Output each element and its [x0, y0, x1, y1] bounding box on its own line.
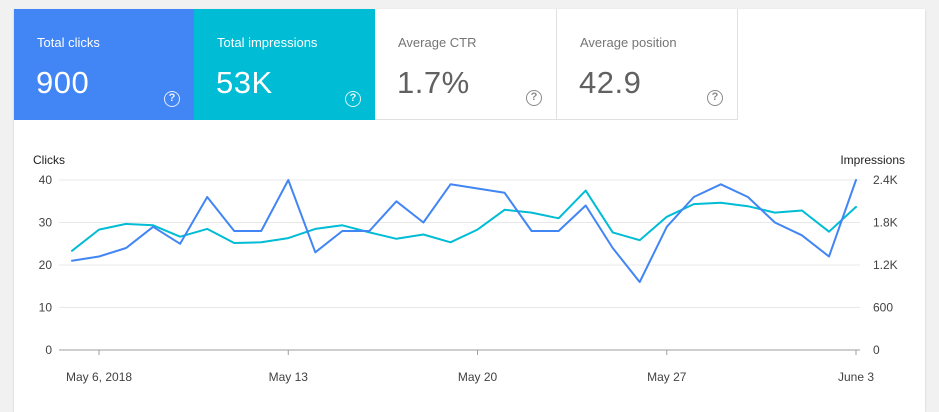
metric-label: Total clicks	[37, 35, 100, 50]
performance-card: Total clicks 900 ? Total impressions 53K…	[14, 9, 925, 412]
x-tick-label: May 6, 2018	[66, 370, 132, 384]
help-icon[interactable]: ?	[526, 90, 542, 106]
metric-total-clicks[interactable]: Total clicks 900 ?	[14, 9, 194, 120]
help-icon[interactable]: ?	[707, 90, 723, 106]
metric-label: Average position	[580, 35, 677, 50]
performance-chart: Clicks Impressions 0 0 10 600 20 1.2K 30 1.8K 40…	[14, 9, 925, 412]
y-right-title: Impressions	[840, 153, 905, 167]
x-tick-label: May 27	[647, 370, 687, 384]
metric-value: 42.9	[579, 65, 642, 100]
y-left-tick-label: 40	[39, 173, 53, 187]
y-right-tick-label: 600	[873, 301, 893, 315]
y-left-title: Clicks	[33, 153, 65, 167]
metric-label: Average CTR	[398, 35, 477, 50]
y-right-tick-label: 2.4K	[873, 173, 898, 187]
x-tick-label: June 3	[838, 370, 874, 384]
metric-average-ctr[interactable]: Average CTR 1.7% ?	[375, 9, 557, 120]
help-icon[interactable]: ?	[164, 91, 180, 107]
metric-value: 900	[36, 65, 90, 100]
chart-svg: Clicks Impressions 0 0 10 600 20 1.2K 30 1.8K 40…	[33, 153, 905, 384]
y-right-tick-label: 0	[873, 343, 880, 357]
metric-average-position[interactable]: Average position 42.9 ?	[557, 9, 738, 120]
y-left-tick-label: 20	[39, 258, 53, 272]
metric-label: Total impressions	[217, 35, 318, 50]
y-left-tick-label: 10	[39, 301, 53, 315]
x-tick-label: May 20	[458, 370, 498, 384]
y-right-tick-label: 1.2K	[873, 258, 898, 272]
help-icon[interactable]: ?	[345, 91, 361, 107]
metric-tabs: Total clicks 900 ? Total impressions 53K…	[14, 9, 738, 120]
series-line-impressions	[71, 189, 857, 252]
y-right-tick-label: 1.8K	[873, 216, 898, 230]
y-left-tick-label: 30	[39, 216, 53, 230]
metric-value: 53K	[216, 65, 273, 100]
y-left-tick-label: 0	[45, 343, 52, 357]
metric-total-impressions[interactable]: Total impressions 53K ?	[194, 9, 375, 120]
x-tick-label: May 13	[269, 370, 309, 384]
series-line-clicks	[71, 179, 857, 283]
metric-value: 1.7%	[397, 65, 470, 100]
